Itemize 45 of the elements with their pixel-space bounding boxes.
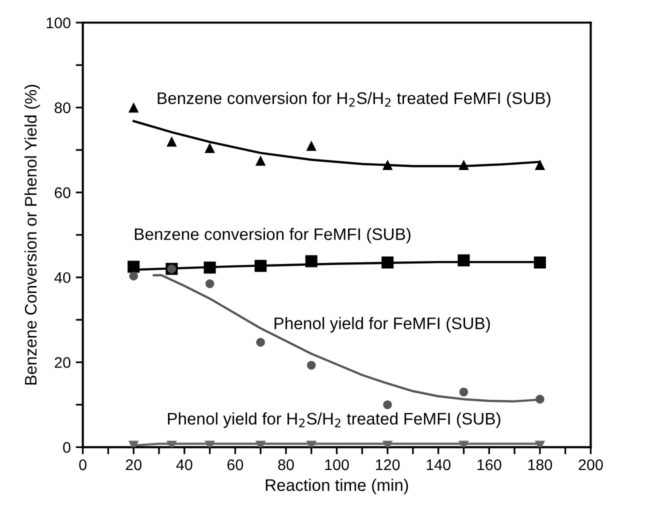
x-tick-label: 0 [79,459,86,470]
point [305,255,318,268]
x-axis-title: Reaction time (min) [266,478,408,494]
x-tick-label: 200 [578,459,603,470]
point [166,136,177,147]
point [534,160,546,170]
point [306,140,317,151]
x-tick-label: 60 [227,459,244,470]
x-tick-label: 140 [426,459,450,470]
y-axis-title: Benzene Conversion or Phenol Yield (%) [24,84,40,385]
x-tick-label: 100 [325,459,349,470]
point [306,360,316,370]
point [128,102,139,113]
point [254,260,267,272]
annotation: Phenol yield for FeMFI (SUB) [274,317,490,333]
annotation: Benzene conversion for H$_{2}$S/H$_{2}$ treated FeMFI (SUB) [158,92,550,108]
point [205,279,214,288]
y-tick-label: 60 [54,187,70,198]
point [458,254,470,266]
point [255,155,266,166]
point [382,160,393,170]
x-tick-label: 120 [376,459,400,470]
point [204,142,215,154]
y-tick-label: 0 [63,442,70,453]
x-tick-label: 80 [278,459,294,470]
annotation: Phenol yield for H$_{2}$S/H$_{2}$ treated FeMFI (SUB) [168,412,500,428]
point [128,260,140,273]
point [383,400,392,410]
point [458,160,469,170]
x-tick-label: 40 [176,459,192,470]
y-tick-label: 40 [54,272,70,284]
point [204,262,216,274]
point [382,256,394,269]
point [534,256,546,269]
point [459,388,468,396]
x-tick-label: 180 [528,459,552,470]
x-tick-label: 160 [478,459,502,470]
x-tick-label: 20 [126,459,142,470]
point [536,394,544,404]
point [129,272,138,280]
y-tick-label: 100 [46,17,70,28]
point [256,338,265,347]
y-tick-label: 80 [54,102,70,114]
annotation: Benzene conversion for FeMFI (SUB) [134,228,410,244]
y-tick-label: 20 [54,357,70,368]
